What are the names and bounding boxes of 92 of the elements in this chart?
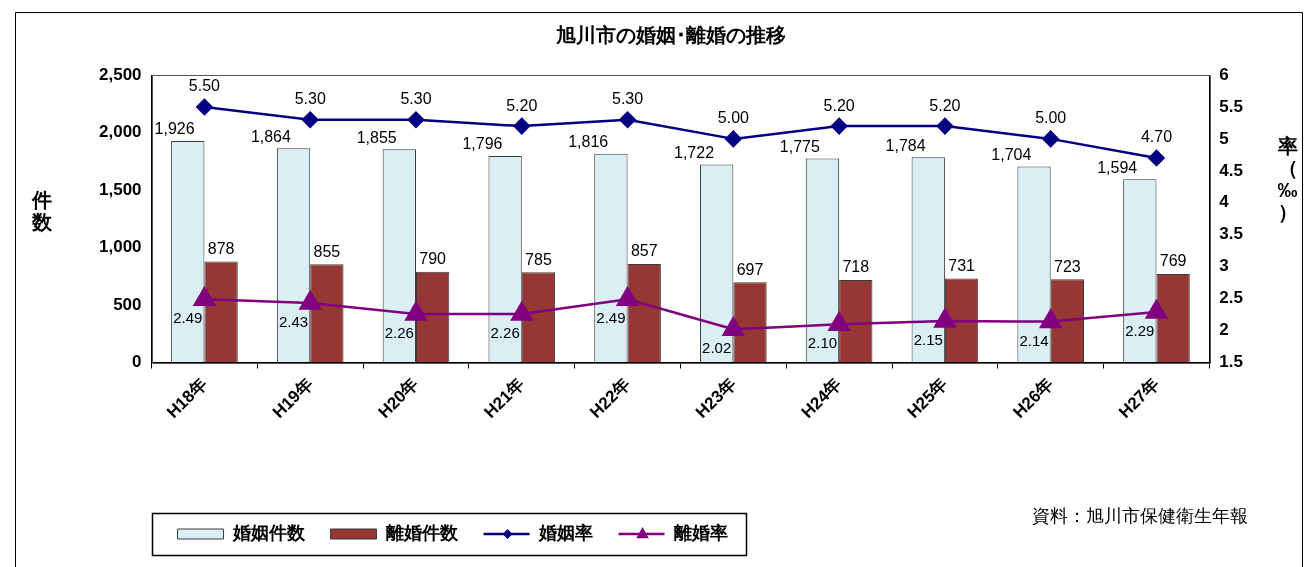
point bbox=[299, 290, 321, 310]
data-label: 1,722 bbox=[674, 143, 715, 161]
data-label: 5.00 bbox=[717, 109, 750, 127]
data-label: 5.30 bbox=[611, 90, 644, 108]
data-label: 855 bbox=[313, 242, 341, 260]
data-label: 1,704 bbox=[991, 145, 1032, 163]
point bbox=[513, 117, 531, 135]
point bbox=[1148, 149, 1165, 167]
point bbox=[193, 287, 216, 306]
point bbox=[301, 111, 319, 128]
x-tick-label: H21年 bbox=[480, 374, 528, 422]
y2-tick-label: 5 bbox=[1219, 128, 1229, 148]
data-label: 1,926 bbox=[154, 120, 195, 138]
point bbox=[828, 311, 850, 331]
data-label: 5.20 bbox=[506, 96, 538, 114]
legend-label: 離婚率 bbox=[672, 522, 728, 543]
x-tick-label: H26年 bbox=[1009, 374, 1057, 422]
y2-tick-label: 5.5 bbox=[1219, 96, 1244, 116]
data-label: 718 bbox=[842, 258, 870, 276]
chart-title: 旭川市の婚姻･離婚の推移 bbox=[555, 23, 786, 46]
point bbox=[616, 287, 639, 306]
x-tick-label: H19年 bbox=[268, 374, 317, 422]
data-label: 1,855 bbox=[356, 128, 397, 146]
data-label: 1,864 bbox=[250, 127, 292, 145]
point bbox=[830, 117, 848, 135]
data-label: 5.20 bbox=[823, 96, 855, 114]
data-label: 785 bbox=[525, 250, 552, 268]
legend-label: 離婚件数 bbox=[384, 522, 459, 543]
x-tick-label: H24年 bbox=[797, 374, 846, 422]
y2-tick-label: 2 bbox=[1219, 320, 1229, 340]
point bbox=[1145, 299, 1168, 319]
data-label: 790 bbox=[419, 250, 447, 268]
x-tick-label: H18年 bbox=[163, 374, 211, 422]
data-label: 1,775 bbox=[779, 137, 820, 155]
y2-tick-label: 1.5 bbox=[1219, 352, 1244, 372]
y-tick-label: 2,500 bbox=[98, 64, 142, 84]
data-label: 769 bbox=[1159, 252, 1187, 270]
point bbox=[725, 130, 742, 148]
data-label: 5.30 bbox=[294, 90, 326, 108]
y-tick-label: 2,000 bbox=[98, 122, 142, 142]
y-tick-label: 500 bbox=[113, 294, 142, 314]
y2-tick-label: 2.5 bbox=[1219, 288, 1244, 308]
data-label: 5.30 bbox=[400, 90, 432, 108]
point bbox=[405, 301, 427, 321]
data-label: 697 bbox=[736, 260, 764, 278]
point bbox=[407, 111, 425, 128]
data-label: 1,816 bbox=[568, 133, 609, 151]
data-label: 2.14 bbox=[1019, 331, 1049, 349]
point bbox=[934, 308, 956, 328]
y-tick-label: 1,500 bbox=[98, 179, 142, 199]
legend-label: 婚姻件数 bbox=[231, 522, 306, 543]
data-label: 2.10 bbox=[807, 334, 838, 352]
y2-tick-label: 3.5 bbox=[1219, 224, 1244, 244]
y2-tick-label: 4.5 bbox=[1219, 160, 1244, 180]
x-tick-label: H22年 bbox=[586, 374, 634, 422]
data-label: 2.26 bbox=[490, 324, 520, 342]
data-label: 857 bbox=[630, 242, 658, 260]
data-label: 5.20 bbox=[929, 96, 961, 114]
point bbox=[1042, 130, 1059, 148]
point bbox=[511, 301, 533, 321]
data-label: 1,784 bbox=[885, 136, 926, 154]
data-label: 5.50 bbox=[188, 77, 221, 95]
legend-label: 婚姻率 bbox=[537, 522, 593, 543]
data-label: 1,796 bbox=[462, 135, 503, 153]
data-label: 5.00 bbox=[1035, 109, 1067, 127]
data-label: 723 bbox=[1054, 257, 1081, 275]
y-tick-label: 0 bbox=[132, 352, 142, 372]
x-tick-label: H23年 bbox=[691, 374, 740, 422]
data-label: 731 bbox=[948, 256, 976, 274]
data-label: 2.29 bbox=[1125, 322, 1155, 340]
text: 資料：旭川市保健衛生年報 bbox=[1032, 505, 1248, 526]
point bbox=[619, 111, 636, 128]
data-label: 2.26 bbox=[384, 324, 414, 342]
y2-axis-title: 率（‰） bbox=[1276, 135, 1299, 223]
data-label: 2.15 bbox=[913, 331, 943, 349]
y2-tick-label: 4 bbox=[1219, 192, 1230, 212]
y-axis-title: 件数 bbox=[30, 189, 53, 233]
point bbox=[722, 317, 745, 337]
point bbox=[936, 117, 954, 135]
point bbox=[196, 98, 213, 116]
y-tick-label: 1,000 bbox=[98, 237, 142, 257]
data-label: 4.70 bbox=[1140, 128, 1173, 146]
data-label: 2.49 bbox=[596, 309, 626, 327]
data-label: 2.43 bbox=[278, 313, 309, 331]
data-label: 2.49 bbox=[173, 309, 203, 327]
data-label: 878 bbox=[207, 239, 235, 257]
point bbox=[1039, 309, 1062, 329]
x-tick-label: H20年 bbox=[374, 374, 423, 422]
data-label: 1,594 bbox=[1097, 158, 1138, 176]
y2-tick-label: 6 bbox=[1219, 64, 1229, 84]
data-label: 2.02 bbox=[702, 339, 732, 357]
y2-tick-label: 3 bbox=[1219, 256, 1229, 276]
